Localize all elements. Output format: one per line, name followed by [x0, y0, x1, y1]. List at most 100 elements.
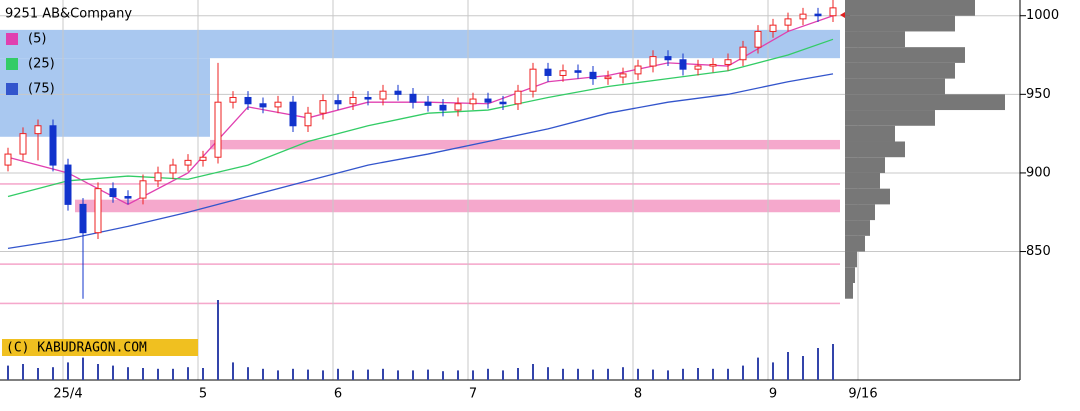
legend-label: (5) [28, 32, 46, 47]
volume-bar [697, 368, 699, 380]
candle-body [4, 153, 12, 166]
candle-body [154, 172, 162, 182]
legend-label: (75) [28, 82, 55, 97]
chart-title: 9251 AB&Company [5, 7, 132, 22]
candle-body [124, 196, 132, 199]
candle-body [679, 59, 687, 70]
volume-bar [742, 365, 744, 380]
profile-bar [845, 110, 935, 126]
x-tick-label: 7 [469, 387, 477, 402]
volume-bar [52, 367, 54, 380]
zone [210, 139, 840, 150]
legend-swatch [6, 83, 18, 95]
legend-label: (25) [28, 57, 55, 72]
candle-body [64, 164, 72, 205]
volume-bar [832, 344, 834, 380]
candle-body [274, 101, 282, 108]
candle-body [634, 65, 642, 75]
profile-bar [845, 251, 857, 268]
volume-bar [532, 364, 534, 380]
volume-bar [622, 367, 624, 380]
candle-body [319, 100, 327, 114]
zone [0, 263, 840, 265]
candle-body [469, 98, 477, 105]
candle-body [769, 24, 777, 32]
candle-body [139, 180, 147, 199]
volume-bar [727, 368, 729, 380]
candle-body [619, 73, 627, 78]
profile-bar [845, 78, 945, 95]
candle-body [79, 203, 87, 234]
volume-bar [142, 368, 144, 380]
volume-bar [217, 300, 219, 380]
candle-body [379, 90, 387, 100]
profile-bar [845, 172, 880, 189]
candle-body [34, 125, 42, 135]
volume-bar [112, 365, 114, 380]
volume-bar [232, 362, 234, 380]
volume-bar [202, 368, 204, 380]
volume-bar [397, 370, 399, 380]
profile-bar [845, 267, 855, 283]
candle-body [499, 101, 507, 105]
ma-line [7, 38, 834, 198]
volume-bar [337, 368, 339, 380]
candle-body [574, 70, 582, 73]
profile-bar [845, 94, 1005, 111]
candle-body [589, 71, 597, 80]
volume-bar [817, 348, 819, 380]
candle-body [259, 103, 267, 108]
candle-body [304, 112, 312, 127]
volume-bar [67, 362, 69, 380]
candle-body [454, 103, 462, 111]
profile-bar [845, 0, 975, 16]
volume-bar [547, 367, 549, 380]
x-tick-label: 5 [199, 387, 207, 402]
candle-body [244, 96, 252, 105]
candle-body [649, 56, 657, 67]
volume-bar [322, 370, 324, 380]
volume-bar [637, 368, 639, 380]
volume-bar [367, 369, 369, 380]
candle-body [19, 133, 27, 155]
volume-bar [502, 370, 504, 380]
legend-swatch [6, 58, 18, 70]
volume-bar [82, 357, 84, 380]
candle-body [169, 164, 177, 174]
candle-body [424, 101, 432, 106]
profile-bar [845, 235, 865, 252]
candle-body [694, 65, 702, 70]
volume-bar [517, 368, 519, 380]
volume-bar [157, 368, 159, 380]
candle-body [709, 63, 717, 67]
candle-body [814, 13, 822, 17]
x-tick-label: 9/16 [848, 387, 877, 402]
volume-bar [667, 370, 669, 380]
y-tick-label: 950 [1026, 87, 1051, 102]
candle-body [529, 68, 537, 92]
volume-bar [247, 367, 249, 380]
volume-bar [262, 368, 264, 380]
volume-bar [277, 370, 279, 380]
candle-body [664, 56, 672, 61]
volume-bar [787, 352, 789, 380]
volume-bar [682, 368, 684, 380]
candle-body [334, 100, 342, 105]
volume-bar [712, 368, 714, 380]
volume-bar [127, 367, 129, 380]
profile-bar [845, 188, 890, 205]
candle-body [754, 30, 762, 48]
profile-bar [845, 47, 965, 63]
candle-body [829, 7, 837, 17]
zone [0, 183, 840, 185]
volume-bar [607, 368, 609, 380]
zone [0, 58, 210, 137]
candle-body [94, 188, 102, 234]
candle-body [739, 46, 747, 61]
x-tick-label: 6 [334, 387, 342, 402]
volume-bar [7, 365, 9, 380]
zone [75, 199, 840, 213]
y-tick-label: 1000 [1026, 8, 1059, 23]
volume-bar [457, 370, 459, 380]
